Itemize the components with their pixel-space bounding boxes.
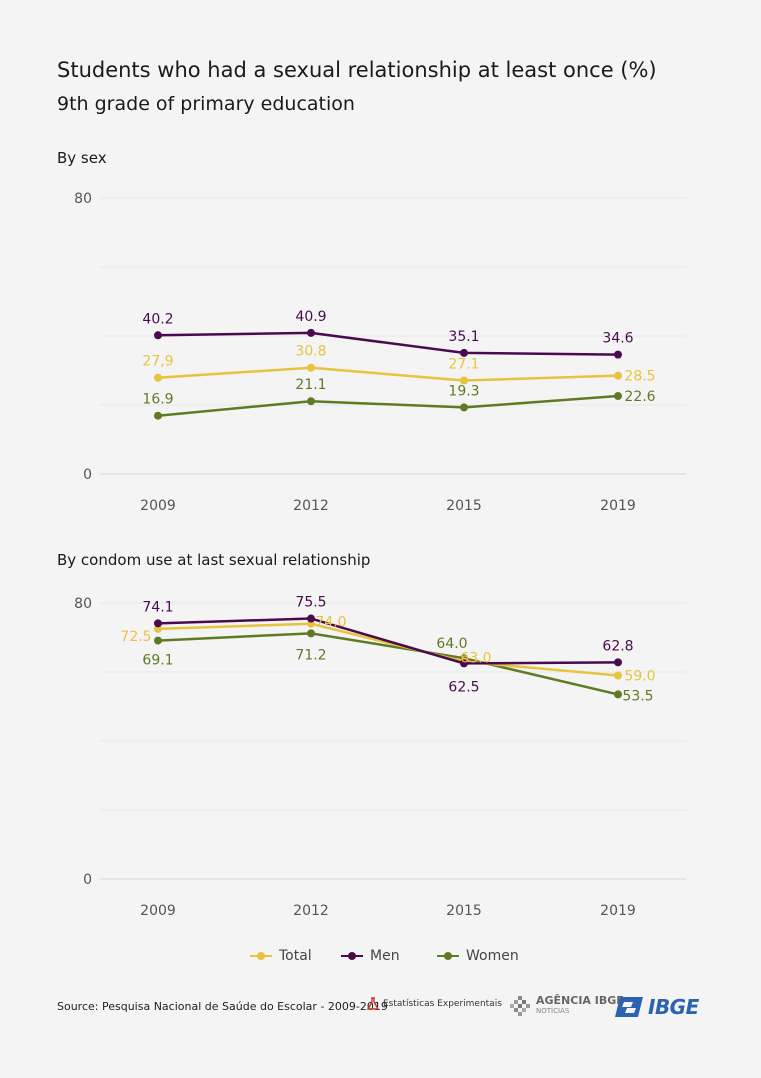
legend-swatch-women [437,950,459,962]
condom-data-label-men-2009: 74.1 [142,599,173,615]
condom-point-total-2009 [154,624,162,633]
condom-data-label-women-2019: 53.5 [622,688,653,704]
sex-point-total-2019 [614,371,622,380]
sex-data-label-men-2009: 40.2 [142,311,173,327]
sex-data-label-total-2009: 27,9 [142,354,173,370]
agencia-ibge-logo: AGÊNCIA IBGE NOTÍCIAS [510,995,624,1017]
sex-point-women-2015 [460,403,468,412]
sex-data-label-total-2015: 27.1 [448,357,479,373]
sex-point-men-2015 [460,348,468,357]
legend-label-men: Men [370,948,400,964]
sex-y-tick-80: 80 [74,191,92,207]
condom-data-label-women-2009: 69.1 [142,653,173,669]
condom-point-women-2012 [307,629,315,638]
legend-item-men: Men [341,948,400,964]
legend-swatch-total [250,950,272,962]
sex-point-total-2012 [307,363,315,372]
condom-point-men-2019 [614,658,622,667]
sex-data-label-men-2015: 35.1 [448,329,479,345]
sex-point-total-2009 [154,373,162,382]
ibge-logo: IBGE [614,995,699,1019]
condom-data-label-total-2009: 72.5 [120,629,151,645]
sex-point-women-2012 [307,397,315,406]
condom-point-women-2019 [614,690,622,699]
legend-item-total: Total [250,948,312,964]
condom-data-label-total-2015: 63.0 [460,651,491,667]
condom-data-label-total-2012: 74.0 [315,615,346,631]
footer: Source: Pesquisa Nacional de Saúde do Es… [57,993,717,1025]
condom-x-tick-2009: 2009 [140,903,176,919]
sex-x-tick-2015: 2015 [446,498,482,514]
condom-series-line-total [156,622,620,677]
condom-data-label-women-2015: 64.0 [436,636,467,652]
estatisticas-experimentais-logo: Estatísticas Experimentais [367,997,502,1011]
sex-point-women-2019 [614,392,622,401]
sex-data-label-women-2009: 16.9 [142,392,173,408]
condom-point-total-2019 [614,671,622,680]
condom-point-men-2015 [460,659,468,668]
page-title: Students who had a sexual relationship a… [57,58,657,82]
condom-data-label-men-2019: 62.8 [602,638,633,654]
sex-data-label-women-2012: 21.1 [295,377,326,393]
source-note: Source: Pesquisa Nacional de Saúde do Es… [57,1000,388,1013]
chart-by-condom-use-title: By condom use at last sexual relationshi… [57,551,371,569]
sex-series-line-men [156,331,620,356]
flask-icon [367,997,379,1010]
sex-x-tick-2009: 2009 [140,498,176,514]
ibge-logo-text: IBGE [648,995,699,1019]
condom-point-men-2009 [154,619,162,628]
sex-data-label-men-2012: 40.9 [295,309,326,325]
condom-point-men-2012 [307,614,315,623]
condom-x-tick-2019: 2019 [600,903,636,919]
condom-series-line-women [156,632,620,696]
page-subtitle: 9th grade of primary education [57,93,355,115]
sex-data-label-total-2012: 30.8 [295,344,326,360]
condom-data-label-men-2012: 75.5 [295,595,326,611]
condom-x-tick-2012: 2012 [293,903,329,919]
estatisticas-experimentais-text: Estatísticas Experimentais [383,999,502,1009]
sex-data-label-women-2015: 19.3 [448,383,479,399]
legend-label-women: Women [466,948,519,964]
sex-x-tick-2012: 2012 [293,498,329,514]
legend-label-total: Total [279,948,312,964]
condom-y-tick-80: 80 [74,596,92,612]
legend-item-women: Women [437,948,519,964]
condom-y-tick-0: 0 [83,872,92,888]
sex-data-label-women-2019: 22.6 [624,389,655,405]
agencia-main-text: AGÊNCIA IBGE [536,994,624,1007]
sex-series-line-total [156,366,620,382]
chart-by-condom-use: 0 80 2009 2012 2015 2019 69.1 71.2 64.0 53.5 72.5 7… [74,595,686,919]
sex-data-label-men-2019: 34.6 [602,331,633,347]
chart-by-sex-title: By sex [57,149,107,167]
sex-point-men-2019 [614,350,622,359]
legend: Total Men Women [0,948,761,968]
chart-by-sex: 0 80 2009 2012 2015 2019 16.9 21.1 19.3 22.6 27,9 3… [74,191,686,514]
condom-data-label-women-2012: 71.2 [295,647,326,663]
condom-data-label-total-2019: 59.0 [624,668,655,684]
sex-point-men-2012 [307,328,315,337]
sex-x-tick-2019: 2019 [600,498,636,514]
condom-x-tick-2015: 2015 [446,903,482,919]
sex-point-women-2009 [154,411,162,420]
condom-point-women-2009 [154,636,162,645]
sex-point-total-2015 [460,376,468,385]
condom-data-label-men-2015: 62.5 [448,679,479,695]
sex-point-men-2009 [154,331,162,340]
legend-swatch-men [341,950,363,962]
agencia-mosaic-icon [510,996,530,1016]
sex-y-tick-0: 0 [83,467,92,483]
condom-series-line-men [156,617,620,665]
sex-data-label-total-2019: 28.5 [624,369,655,385]
sex-series-line-women [156,394,620,417]
ibge-emblem-icon [615,997,643,1017]
agencia-sub-text: NOTÍCIAS [536,1007,570,1015]
